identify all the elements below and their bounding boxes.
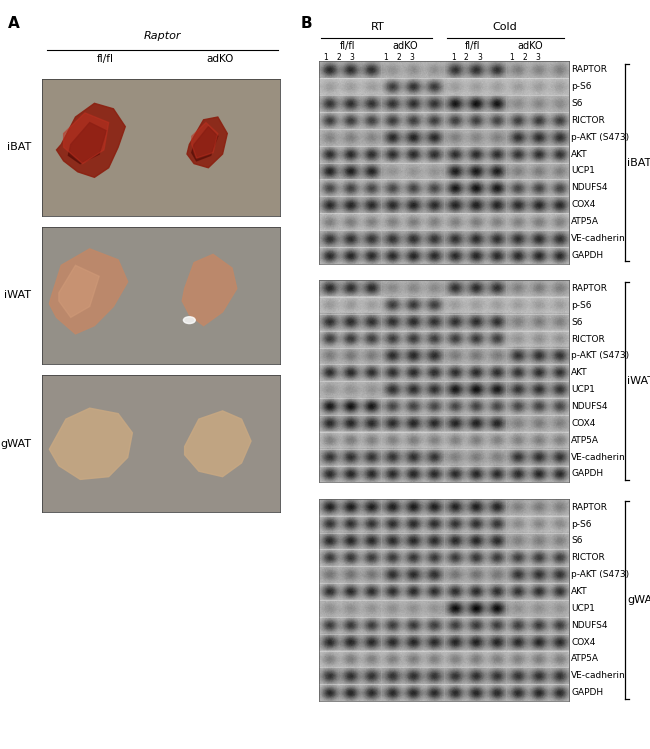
Circle shape — [183, 317, 195, 324]
Text: S6: S6 — [571, 536, 583, 545]
Text: iWAT: iWAT — [627, 376, 650, 386]
Text: gWAT: gWAT — [0, 439, 31, 449]
Text: 1: 1 — [450, 53, 456, 62]
Text: fl/fl: fl/fl — [339, 41, 355, 51]
Polygon shape — [57, 103, 125, 178]
Text: RICTOR: RICTOR — [571, 335, 605, 344]
Text: NDUFS4: NDUFS4 — [571, 621, 608, 630]
Text: p-AKT (S473): p-AKT (S473) — [571, 133, 629, 142]
Text: 1: 1 — [384, 53, 388, 62]
Polygon shape — [59, 265, 99, 318]
Text: gWAT: gWAT — [627, 595, 650, 605]
Text: GAPDH: GAPDH — [571, 688, 603, 697]
Text: ATP5A: ATP5A — [571, 655, 599, 664]
Polygon shape — [187, 117, 228, 168]
Text: UCP1: UCP1 — [571, 166, 595, 175]
Text: B: B — [300, 16, 312, 31]
Text: p-S6: p-S6 — [571, 301, 592, 310]
Text: VE-cadherin: VE-cadherin — [571, 452, 626, 461]
Polygon shape — [49, 408, 133, 479]
Text: Cold: Cold — [493, 22, 517, 32]
Text: p-AKT (S473): p-AKT (S473) — [571, 570, 629, 579]
Text: 2: 2 — [523, 53, 527, 62]
Text: UCP1: UCP1 — [571, 385, 595, 394]
Text: GAPDH: GAPDH — [571, 470, 603, 479]
Text: p-S6: p-S6 — [571, 520, 592, 529]
Text: ATP5A: ATP5A — [571, 217, 599, 226]
Text: p-S6: p-S6 — [571, 82, 592, 91]
Text: NDUFS4: NDUFS4 — [571, 402, 608, 411]
Text: RICTOR: RICTOR — [571, 554, 605, 562]
Polygon shape — [192, 123, 218, 158]
Text: fl/fl: fl/fl — [96, 54, 113, 64]
Text: adKO: adKO — [207, 54, 234, 64]
Text: RICTOR: RICTOR — [571, 116, 605, 125]
Text: COX4: COX4 — [571, 419, 595, 428]
Text: iBAT: iBAT — [627, 157, 650, 168]
Text: RT: RT — [370, 22, 384, 32]
Polygon shape — [64, 113, 109, 163]
Text: 1: 1 — [510, 53, 514, 62]
Text: 1: 1 — [323, 53, 328, 62]
Text: S6: S6 — [571, 318, 583, 327]
Text: 2: 2 — [463, 53, 469, 62]
Text: VE-cadherin: VE-cadherin — [571, 234, 626, 243]
Text: iBAT: iBAT — [7, 142, 31, 152]
Polygon shape — [49, 249, 127, 334]
Text: Raptor: Raptor — [144, 31, 181, 40]
Text: A: A — [8, 16, 20, 31]
Text: RAPTOR: RAPTOR — [571, 65, 607, 74]
Text: AKT: AKT — [571, 150, 588, 159]
Polygon shape — [182, 255, 237, 326]
Text: AKT: AKT — [571, 369, 588, 377]
Text: 2: 2 — [396, 53, 401, 62]
Text: COX4: COX4 — [571, 200, 595, 209]
Polygon shape — [192, 127, 218, 161]
Text: S6: S6 — [571, 99, 583, 108]
Text: AKT: AKT — [571, 587, 588, 596]
Text: fl/fl: fl/fl — [465, 41, 480, 51]
Text: p-AKT (S473): p-AKT (S473) — [571, 351, 629, 360]
Text: adKO: adKO — [392, 41, 418, 51]
Text: 2: 2 — [336, 53, 341, 62]
Text: VE-cadherin: VE-cadherin — [571, 671, 626, 680]
Text: ATP5A: ATP5A — [571, 436, 599, 445]
Text: RAPTOR: RAPTOR — [571, 503, 607, 512]
Text: NDUFS4: NDUFS4 — [571, 184, 608, 192]
Text: GAPDH: GAPDH — [571, 251, 603, 260]
Text: 3: 3 — [477, 53, 482, 62]
Text: 3: 3 — [349, 53, 354, 62]
Text: RAPTOR: RAPTOR — [571, 284, 607, 293]
Text: UCP1: UCP1 — [571, 604, 595, 613]
Text: 3: 3 — [409, 53, 414, 62]
Polygon shape — [68, 123, 107, 163]
Text: 3: 3 — [536, 53, 540, 62]
Text: COX4: COX4 — [571, 637, 595, 646]
Text: iWAT: iWAT — [4, 291, 31, 300]
Text: adKO: adKO — [517, 41, 543, 51]
Polygon shape — [185, 411, 251, 476]
